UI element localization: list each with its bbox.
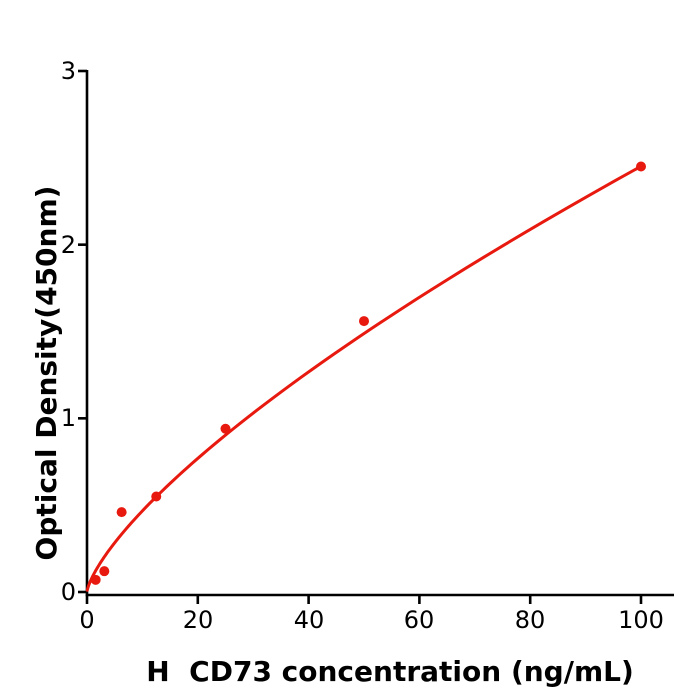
data-point bbox=[151, 491, 162, 502]
x-tick-label-40: 40 bbox=[293, 606, 325, 634]
y-tick-label-1: 1 bbox=[60, 404, 76, 432]
x-tick-label-20: 20 bbox=[182, 606, 214, 634]
y-tick-label-2: 2 bbox=[60, 231, 76, 259]
data-point bbox=[359, 316, 369, 327]
x-tick-label-100: 100 bbox=[618, 606, 664, 634]
data-point bbox=[116, 507, 127, 518]
data-point bbox=[220, 423, 231, 434]
x-tick-label-60: 60 bbox=[403, 606, 435, 634]
x-axis-title: H CD73 concentration (ng/mL) bbox=[146, 655, 634, 688]
y-tick-label-3: 3 bbox=[60, 57, 76, 85]
data-point bbox=[90, 574, 101, 585]
y-tick-label-0: 0 bbox=[60, 578, 76, 606]
x-tick-label-80: 80 bbox=[514, 606, 546, 634]
fit-curve bbox=[85, 164, 643, 592]
data-point bbox=[99, 566, 110, 577]
x-tick-label-0: 0 bbox=[79, 606, 95, 634]
data-point bbox=[636, 161, 646, 172]
y-axis-title-text: Optical Density(450nm) bbox=[29, 185, 63, 561]
